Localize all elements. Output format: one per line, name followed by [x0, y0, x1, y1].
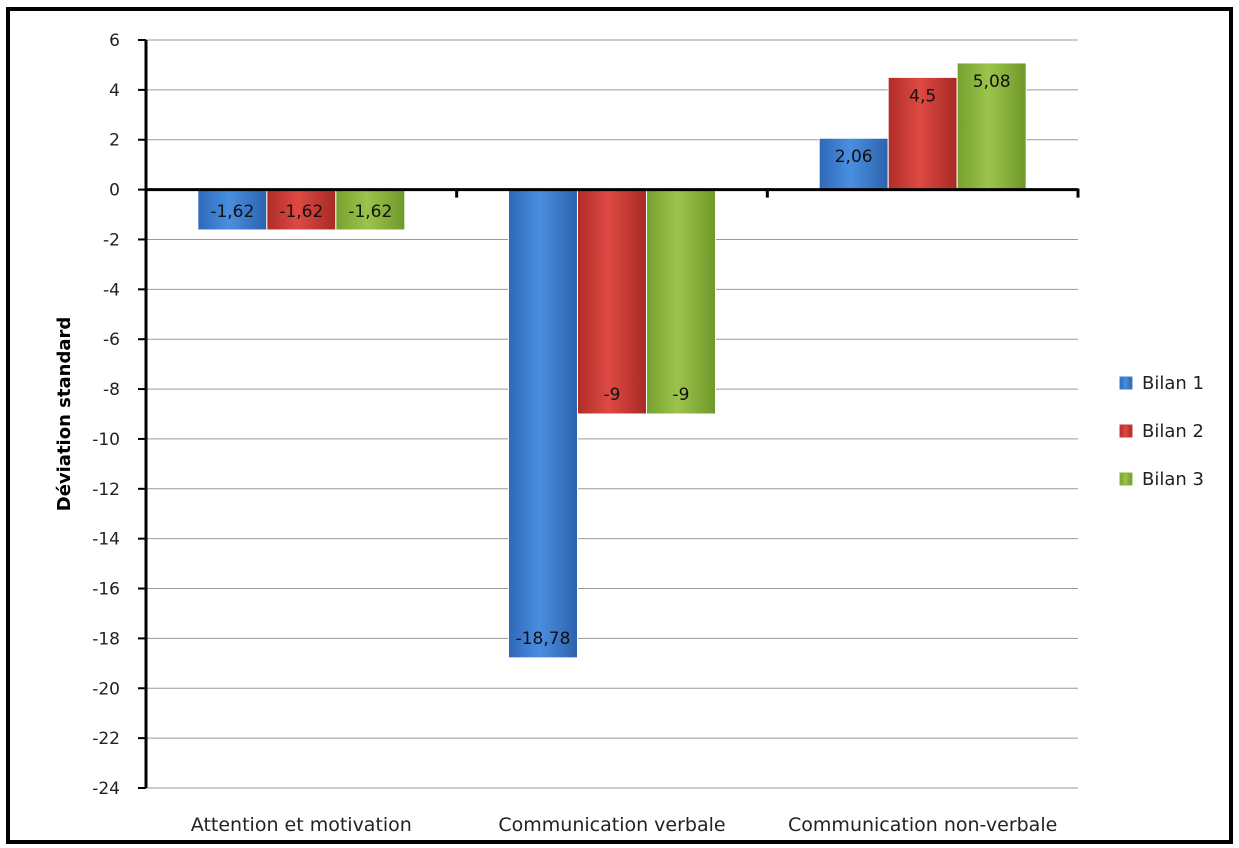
chart-frame [6, 7, 1233, 844]
data-label: -1,62 [279, 202, 323, 222]
y-tick-label: -18 [92, 629, 120, 649]
category-label: Attention et motivation [191, 814, 412, 836]
y-tick-label: 4 [109, 81, 120, 101]
y-tick-label: -22 [92, 729, 120, 749]
bar [266, 189, 337, 231]
legend-label: Bilan 2 [1142, 421, 1204, 442]
data-label: 2,06 [835, 147, 873, 167]
y-tick-label: -6 [103, 330, 120, 350]
y-tick-label: 6 [109, 31, 120, 51]
legend-swatch [1119, 472, 1133, 486]
y-tick-label: -12 [92, 480, 120, 500]
data-label: -1,62 [210, 202, 254, 222]
y-tick-label: -16 [92, 580, 120, 600]
data-label: -9 [604, 385, 621, 405]
y-tick-label: 0 [109, 181, 120, 201]
legend-swatch [1119, 424, 1133, 438]
category-label: Communication verbale [498, 814, 725, 836]
y-tick-label: 2 [109, 131, 120, 151]
bar [956, 62, 1027, 191]
category-label: Communication non-verbale [788, 814, 1057, 836]
y-tick-label: -20 [92, 679, 120, 699]
y-tick-label: -2 [103, 230, 120, 250]
data-label: 5,08 [973, 72, 1011, 92]
bar [508, 189, 578, 659]
data-label: 4,5 [909, 86, 936, 106]
legend-swatch [1119, 376, 1133, 390]
bar [197, 189, 268, 231]
y-tick-label: -10 [92, 430, 120, 450]
data-label: -1,62 [348, 202, 392, 222]
y-tick-label: -8 [103, 380, 120, 400]
data-label: -18,78 [516, 629, 571, 649]
y-tick-label: -14 [92, 530, 120, 550]
bar [818, 137, 889, 191]
legend-label: Bilan 1 [1142, 373, 1204, 394]
bar [335, 189, 406, 231]
bar [887, 76, 958, 191]
legend-label: Bilan 3 [1142, 469, 1204, 490]
bar [646, 189, 716, 415]
y-tick-label: -4 [103, 280, 120, 300]
data-label: -9 [673, 385, 690, 405]
y-tick-label: -24 [92, 779, 120, 799]
y-axis-title: Déviation standard [54, 317, 75, 512]
bar [577, 189, 647, 415]
